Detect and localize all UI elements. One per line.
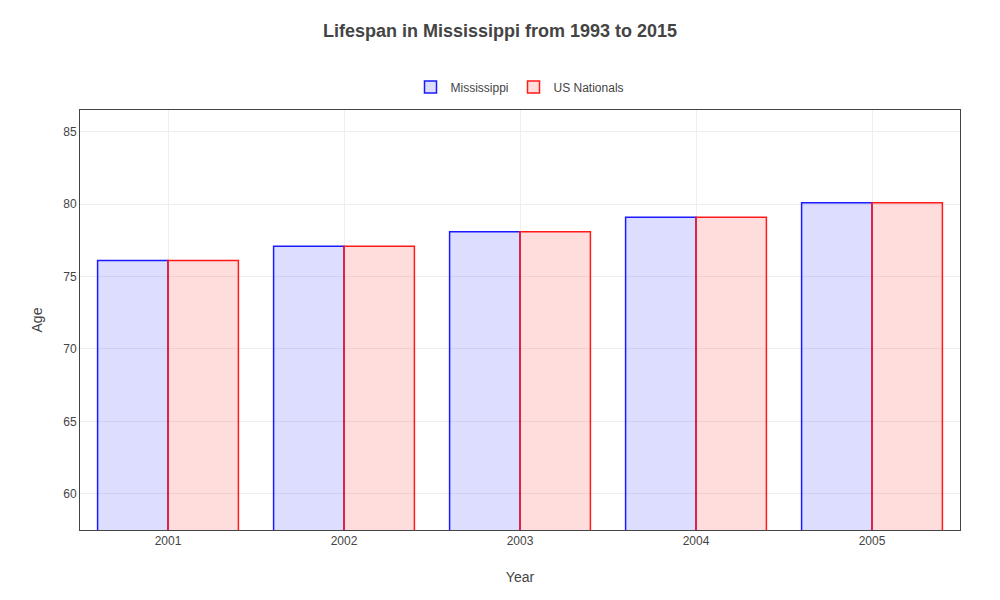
svg-text:2005: 2005	[859, 534, 886, 548]
svg-text:60: 60	[63, 487, 77, 501]
svg-text:75: 75	[63, 270, 77, 284]
svg-text:Lifespan in Mississippi from 1: Lifespan in Mississippi from 1993 to 201…	[323, 21, 677, 41]
svg-text:85: 85	[63, 125, 77, 139]
svg-text:2004: 2004	[683, 534, 710, 548]
svg-text:US Nationals: US Nationals	[554, 81, 624, 95]
svg-text:70: 70	[63, 342, 77, 356]
svg-text:2002: 2002	[331, 534, 358, 548]
svg-text:Mississippi: Mississippi	[451, 81, 509, 95]
svg-text:2001: 2001	[155, 534, 182, 548]
svg-text:Year: Year	[506, 569, 535, 585]
svg-text:65: 65	[63, 415, 77, 429]
svg-text:Age: Age	[29, 307, 45, 332]
svg-text:80: 80	[63, 197, 77, 211]
svg-text:2003: 2003	[507, 534, 534, 548]
